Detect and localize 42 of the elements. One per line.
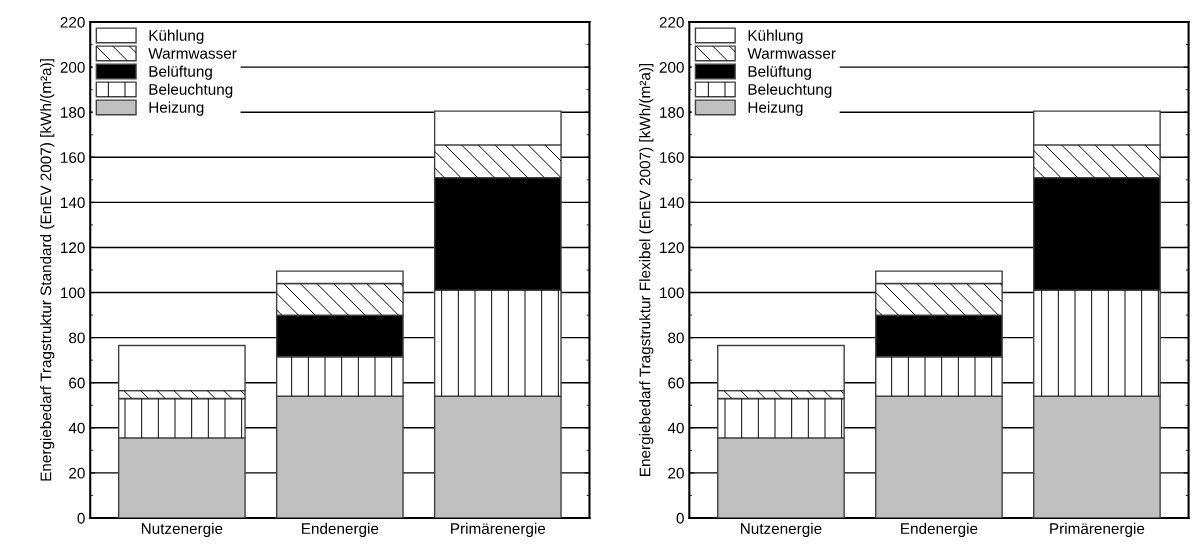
legend-label: Belüftung	[748, 65, 811, 80]
x-tick-label: Primärenergie	[1050, 522, 1145, 538]
legend-label: Kühlung	[149, 29, 204, 44]
y-tick-label: 100	[660, 287, 684, 299]
y-tick-label: 40	[667, 422, 684, 434]
x-tick-label: Endenergie	[901, 522, 978, 538]
y-tick-label: 80	[69, 332, 85, 344]
y-tick-label: 140	[660, 197, 684, 209]
y-tick-label: 0	[676, 512, 684, 524]
y-tick-label: 140	[61, 197, 85, 209]
y-tick-label: 0	[77, 512, 85, 524]
y-tick-label: 60	[668, 377, 684, 389]
legend-label: Warmwasser	[747, 48, 836, 59]
y-tick-label: 20	[668, 467, 684, 479]
y-axis-title: Energiebedarf Tragstruktur Standard (EnEV 2007) [kWh/(m²a)]	[40, 59, 55, 481]
x-tick-label: Nutzenergie	[741, 522, 822, 538]
y-axis-title: Energiebedarf Tragstruktur Flexibel (EnEV 2007) [kWh/(m²a)]	[639, 63, 654, 476]
y-tick-label: 200	[659, 61, 684, 73]
x-tick-label: Nutzenergie	[141, 522, 223, 538]
legend-label: Kühlung	[748, 29, 803, 44]
y-tick-label: 100	[61, 287, 85, 299]
y-tick-label: 40	[68, 422, 85, 434]
legend-label: Beleuchtung	[748, 83, 832, 98]
legend-label: Beleuchtung	[149, 83, 233, 98]
y-tick-label: 60	[69, 377, 85, 389]
legend-label: Belüftung	[149, 65, 212, 80]
legend-label: Heizung	[748, 101, 803, 116]
y-tick-label: 180	[61, 107, 85, 118]
y-tick-label: 220	[659, 16, 684, 28]
y-tick-label: 120	[660, 242, 684, 254]
y-tick-label: 160	[660, 152, 684, 163]
y-tick-label: 20	[69, 467, 85, 479]
y-tick-label: 80	[668, 332, 684, 344]
y-tick-label: 200	[60, 61, 85, 73]
y-tick-label: 180	[660, 107, 684, 118]
legend-label: Warmwasser	[148, 48, 237, 59]
y-tick-label: 220	[60, 16, 85, 28]
x-tick-label: Endenergie	[302, 522, 379, 538]
legend-label: Heizung	[149, 101, 204, 116]
y-tick-label: 120	[61, 242, 85, 254]
y-tick-label: 160	[61, 152, 85, 163]
x-tick-label: Primärenergie	[451, 522, 546, 538]
